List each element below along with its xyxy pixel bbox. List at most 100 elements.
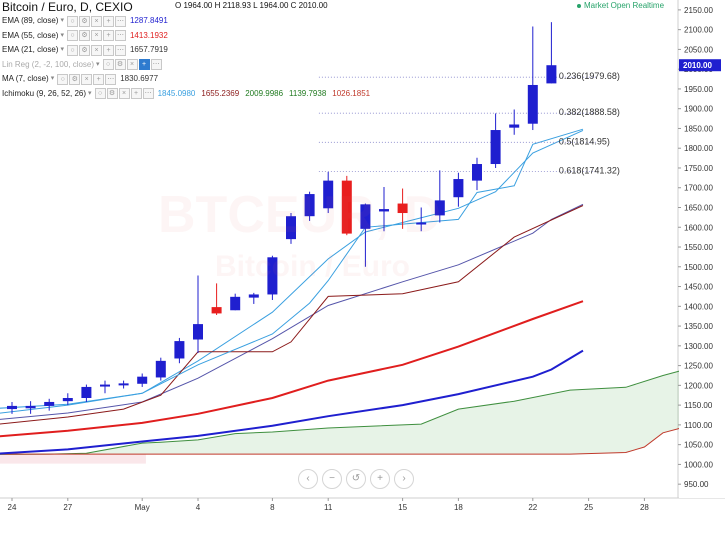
indicator-value: 1657.7919	[129, 45, 168, 54]
indicator-row[interactable]: Lin Reg (2, -2, 100, close) ▾ ○ ⚙ × + ⋯	[0, 58, 166, 72]
candle-body	[137, 376, 148, 384]
indicator-row[interactable]: EMA (21, close) ▾ ○ ⚙ × + ⋯ 1657.7919	[0, 43, 174, 57]
eye-icon[interactable]: ○	[94, 88, 106, 99]
time-tick-label: 22	[528, 503, 537, 512]
indicator-row[interactable]: EMA (55, close) ▾ ○ ⚙ × + ⋯ 1413.1932	[0, 29, 174, 43]
indicator-value: 1287.8491	[129, 16, 168, 25]
fib-level-label: 0.236(1979.68)	[559, 71, 620, 81]
more-icon[interactable]: ⋯	[105, 73, 117, 85]
dropdown-caret-icon[interactable]: ▾	[60, 31, 64, 39]
close-icon[interactable]: ×	[90, 15, 102, 27]
time-tick-label: 15	[398, 503, 407, 512]
more-icon[interactable]: ⋯	[114, 15, 126, 27]
close-icon[interactable]: ×	[90, 30, 102, 41]
candle-body	[174, 341, 185, 359]
settings-icon[interactable]: ⚙	[69, 73, 81, 85]
price-tick-label: 1050.00	[684, 441, 713, 450]
price-tick-label: 1600.00	[684, 223, 713, 232]
candle-body	[118, 383, 129, 386]
candle-body	[7, 405, 17, 410]
candlestick-series	[7, 22, 557, 414]
dropdown-caret-icon[interactable]: ▾	[50, 75, 55, 82]
reset-icon[interactable]: ↺	[346, 469, 366, 489]
indicator-value: 1139.7938	[289, 88, 327, 98]
close-icon[interactable]: ×	[118, 88, 130, 99]
series-line	[0, 349, 584, 455]
more-icon[interactable]: ⋯	[150, 59, 162, 70]
indicator-name: EMA (21, close)	[2, 45, 59, 54]
price-axis: 2150.002100.002050.002000.001950.001900.…	[678, 0, 725, 498]
candle-body	[193, 324, 203, 340]
close-icon[interactable]: ×	[81, 73, 93, 85]
price-tick-label: 2100.00	[684, 26, 713, 35]
indicator-buttons: ○ ⚙ × + ⋯	[66, 30, 126, 41]
add-icon[interactable]: +	[138, 59, 150, 70]
indicator-value: 2009.9986	[245, 88, 284, 98]
indicator-row[interactable]: MA (7, close) ▾ ○ ⚙ × + ⋯ 1830.6977	[0, 72, 164, 86]
dropdown-caret-icon[interactable]: ▾	[60, 17, 64, 24]
ichimoku-cloud	[0, 369, 686, 464]
settings-icon[interactable]: ⚙	[78, 30, 90, 41]
time-tick-label: 27	[63, 503, 72, 512]
eye-icon[interactable]: ○	[66, 30, 78, 41]
price-tick-label: 1350.00	[684, 322, 713, 331]
symbol-title[interactable]: Bitcoin / Euro, D, CEXIO	[2, 0, 133, 14]
status-dot-icon	[577, 3, 581, 8]
dropdown-caret-icon[interactable]: ▾	[60, 46, 64, 53]
settings-icon[interactable]: ⚙	[78, 44, 90, 56]
indicator-row[interactable]: Ichimoku (9, 26, 52, 26) ▾ ○ ⚙ × + ⋯ 1845.0980 1…	[0, 87, 376, 101]
price-tick-label: 1200.00	[684, 381, 713, 390]
fib-level-label: 0.5(1814.95)	[559, 136, 610, 146]
price-tick-label: 2050.00	[684, 45, 713, 54]
indicator-value: 1655.2369	[201, 88, 240, 98]
candle-body	[25, 405, 36, 409]
add-icon[interactable]: +	[102, 44, 114, 56]
candle-body	[267, 257, 278, 295]
series-line	[0, 300, 584, 438]
indicator-buttons: ○ ⚙ × + ⋯	[66, 44, 126, 56]
close-icon[interactable]: ×	[90, 44, 102, 56]
settings-icon[interactable]: ⚙	[114, 59, 126, 70]
price-tick-label: 1250.00	[684, 362, 713, 371]
price-tick-label: 1450.00	[684, 283, 713, 292]
candle-body	[434, 200, 445, 216]
settings-icon[interactable]: ⚙	[78, 15, 90, 27]
zoom-out-icon[interactable]: −	[322, 469, 342, 489]
candle-body	[490, 130, 501, 165]
last-price-badge	[679, 59, 721, 72]
more-icon[interactable]: ⋯	[114, 44, 126, 56]
settings-icon[interactable]: ⚙	[106, 88, 118, 99]
chevron-right-icon[interactable]: ›	[394, 469, 414, 489]
indicator-row[interactable]: EMA (89, close) ▾ ○ ⚙ × + ⋯ 1287.8491	[0, 14, 174, 28]
candle-body	[360, 204, 371, 229]
market-status-label: Market Open Realtime	[584, 1, 665, 10]
add-icon[interactable]: +	[102, 15, 114, 27]
zoom-in-icon[interactable]: +	[370, 469, 390, 489]
more-icon[interactable]: ⋯	[142, 88, 154, 99]
candle-body	[155, 360, 166, 378]
eye-icon[interactable]: ○	[66, 44, 78, 56]
add-icon[interactable]: +	[102, 30, 114, 41]
dropdown-caret-icon[interactable]: ▾	[96, 60, 100, 68]
time-tick-label: 11	[324, 503, 333, 512]
close-icon[interactable]: ×	[126, 59, 138, 70]
more-icon[interactable]: ⋯	[114, 30, 126, 41]
time-tick-label: 25	[584, 503, 593, 512]
add-icon[interactable]: +	[93, 73, 105, 85]
dropdown-caret-icon[interactable]: ▾	[88, 89, 92, 97]
price-axis-bg	[679, 0, 725, 498]
candle-body	[397, 203, 408, 214]
fibonacci-levels: 0.236(1979.68) 0.382(1888.58) 0.5(1814.95)…	[318, 71, 620, 175]
candle-body	[546, 65, 557, 84]
eye-icon[interactable]: ○	[66, 15, 78, 27]
eye-icon[interactable]: ○	[57, 73, 69, 85]
indicator-value: 1845.0980	[157, 88, 196, 98]
chevron-left-icon[interactable]: ‹	[298, 469, 318, 489]
ohlc-readout: O 1964.00 H 2118.93 L 1964.00 C 2010.00	[175, 1, 328, 10]
price-tick-label: 1300.00	[684, 342, 713, 351]
candle-body	[81, 386, 92, 399]
price-tick-label: 1150.00	[684, 401, 713, 410]
indicator-name: MA (7, close)	[2, 74, 49, 83]
eye-icon[interactable]: ○	[102, 59, 114, 70]
add-icon[interactable]: +	[130, 88, 142, 99]
